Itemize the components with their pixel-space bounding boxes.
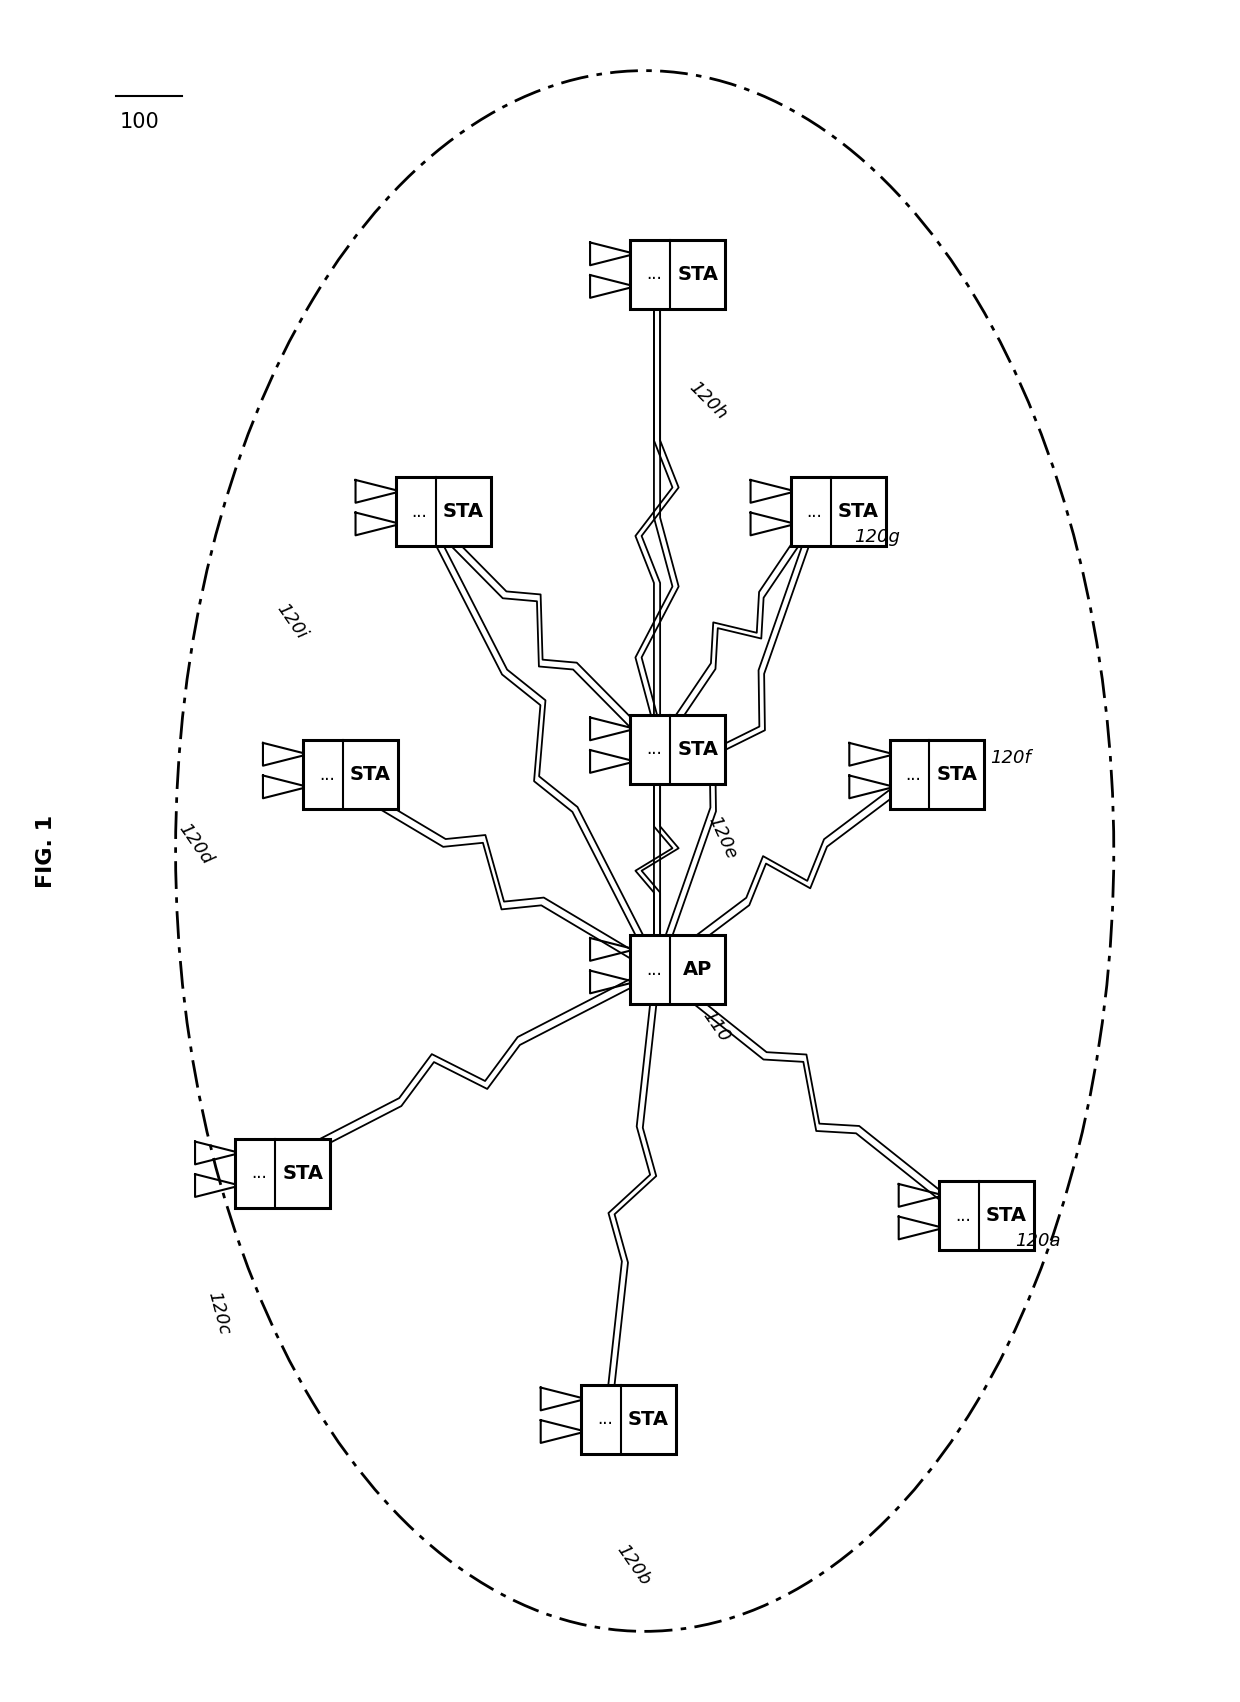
Text: 120c: 120c [203,1290,233,1338]
Text: ...: ... [905,766,921,783]
Text: ...: ... [412,502,428,521]
FancyBboxPatch shape [304,740,398,808]
Text: ...: ... [646,740,662,757]
Text: 100: 100 [120,112,160,131]
Text: 120h: 120h [686,378,730,424]
Text: 120d: 120d [175,820,216,868]
Text: AP: AP [683,960,712,979]
FancyBboxPatch shape [630,934,725,1004]
FancyBboxPatch shape [630,240,725,308]
FancyBboxPatch shape [889,740,985,808]
FancyBboxPatch shape [236,1139,330,1208]
FancyBboxPatch shape [939,1181,1034,1251]
Text: 120e: 120e [704,814,740,863]
Text: ...: ... [252,1164,267,1183]
Text: STA: STA [838,502,879,521]
FancyBboxPatch shape [630,715,725,785]
Text: ...: ... [646,960,662,979]
Text: STA: STA [627,1409,668,1428]
Text: STA: STA [986,1207,1027,1225]
Text: ...: ... [646,266,662,283]
Text: 110: 110 [699,1008,734,1045]
Text: 120i: 120i [273,599,310,643]
Text: STA: STA [936,766,977,785]
Text: STA: STA [350,766,391,785]
Text: FIG. 1: FIG. 1 [36,815,56,887]
Text: ...: ... [319,766,335,783]
Text: STA: STA [443,502,484,521]
FancyBboxPatch shape [791,477,885,546]
Text: 120g: 120g [854,528,900,546]
Text: ...: ... [955,1207,971,1225]
Text: STA: STA [677,740,718,759]
Text: 120a: 120a [1016,1232,1060,1251]
Text: ...: ... [807,502,822,521]
Text: ...: ... [596,1411,613,1428]
Text: STA: STA [283,1164,324,1183]
FancyBboxPatch shape [396,477,491,546]
Text: 120b: 120b [613,1542,653,1590]
Text: STA: STA [677,266,718,284]
Text: 120f: 120f [991,749,1032,766]
FancyBboxPatch shape [582,1385,676,1454]
